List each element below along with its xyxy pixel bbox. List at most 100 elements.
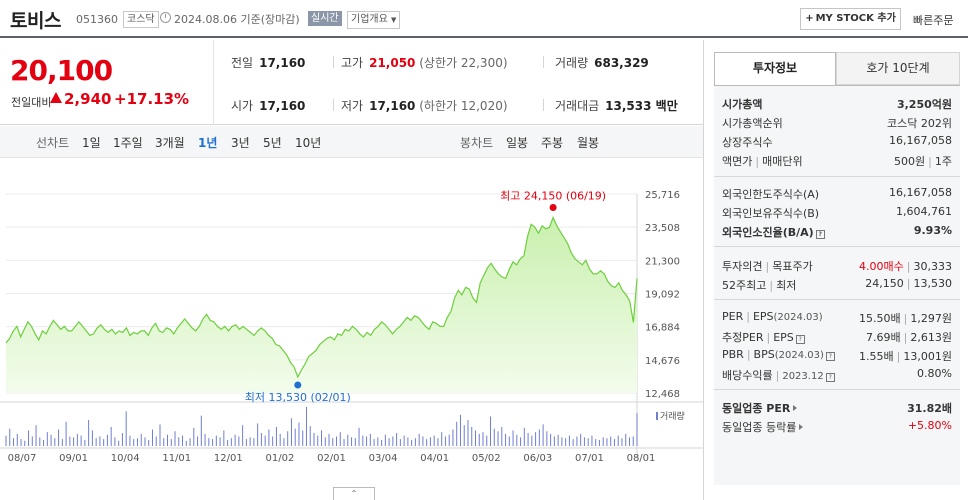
period-1y[interactable]: 1년 (198, 136, 218, 150)
chevron-right-icon (793, 405, 798, 411)
period-1d[interactable]: 1일 (82, 136, 101, 150)
pbr-label: PBR (722, 348, 744, 361)
high-value: 21,050 (369, 56, 416, 70)
change-amount: 2,940 (64, 90, 112, 108)
low-annotation: 최저 13,530 (02/01) (245, 391, 351, 404)
info-icon[interactable]: ? (795, 335, 805, 344)
rank-label: 시가총액순위 (722, 117, 783, 130)
corp-info-label: 기업개요 (351, 14, 388, 25)
period-10y[interactable]: 10년 (295, 136, 322, 150)
tab-order-book[interactable]: 호가 10단계 (836, 52, 960, 85)
period-3y[interactable]: 3년 (231, 136, 250, 150)
info-icon[interactable]: ? (815, 230, 825, 239)
per-eps-label: PER | EPS(2024.03) (722, 310, 823, 323)
x-tick-label: 05/02 (472, 453, 501, 464)
industry-change-row[interactable]: 동일업종 등락률 +5.80% (722, 419, 952, 435)
pbr-bps-label: PBR | BPS(2024.03)? (722, 348, 835, 361)
tab-investment-info[interactable]: 투자정보 (714, 52, 836, 85)
week52-value: 24,150 | 13,530 (865, 277, 952, 290)
x-tick-label: 10/04 (111, 453, 140, 464)
base-date: 2024.08.06 기준(장마감) (174, 13, 300, 26)
est-per-label-text: 추정PER (722, 331, 764, 344)
divider (714, 299, 960, 300)
pbr-bps-row: PBR | BPS(2024.03)? 1.55배 | 13,001원 (722, 348, 952, 364)
prev-close: 전일 17,160 (231, 54, 305, 71)
low-price: 저가 17,160 (하한가 12,020) (341, 97, 508, 114)
week52-label: 52주최고 | 최저 (722, 279, 797, 292)
y-tick-label: 16,884 (645, 323, 680, 334)
eps-value: 1,297원 (910, 312, 952, 325)
collapse-chart-button[interactable]: ⌃ (333, 487, 375, 500)
y-tick-label: 23,508 (645, 223, 680, 234)
change-percent: +17.13% (114, 90, 190, 108)
x-tick-label: 09/01 (59, 453, 88, 464)
industry-change-value: +5.80% (907, 419, 952, 432)
week52-high-value: 24,150 (865, 277, 904, 290)
candle-weekly[interactable]: 주봉 (541, 136, 564, 150)
foreign-hold-value: 1,604,761 (896, 205, 952, 218)
market-cap-value: 3,250억원 (896, 98, 952, 111)
info-icon[interactable]: ? (825, 373, 835, 382)
foreign-hold-label: 외국인보유주식수(B) (722, 207, 820, 220)
par-value-text: 500원 (894, 155, 926, 168)
divider (333, 56, 334, 68)
trade-unit-value: 1주 (934, 155, 952, 168)
quick-order-button[interactable]: 빠른주문 (913, 14, 954, 27)
x-tick-label: 03/04 (369, 453, 398, 464)
chevron-up-icon: ⌃ (350, 489, 358, 498)
foreign-ratio-value: 9.93% (913, 224, 952, 237)
divider (543, 99, 544, 111)
low-marker (294, 381, 302, 389)
divider (714, 246, 960, 247)
shares-value: 16,167,058 (889, 134, 952, 147)
corp-info-dropdown[interactable]: 기업개요 ▼ (347, 11, 401, 29)
target-price-label: 목표주가 (772, 260, 813, 273)
per-eps-value: 15.50배 | 1,297원 (859, 312, 952, 325)
opinion-label: 투자의견 | 목표주가 (722, 260, 813, 273)
opinion-value: 4.00매수 | 30,333 (859, 260, 952, 273)
add-mystock-button[interactable]: + MY STOCK 추가 (800, 8, 901, 30)
est-per-label: 추정PER | EPS? (722, 329, 805, 345)
high-annotation: 최고 24,150 (06/19) (500, 190, 606, 203)
price-chart-svg: 25,716 23,508 21,300 19,092 16,884 14,676 12,4… (0, 190, 703, 464)
x-tick-label: 06/03 (523, 453, 552, 464)
info-icon[interactable]: ? (825, 352, 835, 361)
est-per-value: 7.69배 | 2,613원 (866, 331, 952, 344)
industry-per-row[interactable]: 동일업종 PER 31.82배 (722, 400, 952, 416)
price-summary: 20,100 전일대비 2,940 +17.13% 전일 17,160 고가 21,… (0, 40, 703, 125)
eps-label: EPS (752, 310, 774, 323)
shares-label: 상장주식수 (722, 136, 773, 149)
high-price: 고가 21,050 (상한가 22,300) (341, 54, 508, 71)
pbr-bps-value: 1.55배 | 13,001원 (859, 350, 952, 363)
opinion-row: 투자의견 | 목표주가 4.00매수 | 30,333 (722, 258, 952, 274)
info-tabs: 투자정보 호가 10단계 (714, 52, 960, 85)
x-tick-label: 02/01 (317, 453, 346, 464)
x-tick-label: 11/01 (162, 453, 191, 464)
up-triangle-icon (50, 92, 62, 103)
chevron-down-icon: ▼ (391, 16, 397, 24)
x-tick-label: 08/01 (627, 453, 656, 464)
foreign-limit-value: 16,167,058 (889, 186, 952, 199)
line-chart-label: 선차트 (36, 136, 70, 150)
industry-per-value: 31.82배 (907, 402, 952, 415)
dividend-value: 0.80% (917, 367, 952, 380)
listed-shares-row: 상장주식수 16,167,058 (722, 134, 952, 150)
period-3m[interactable]: 3개월 (155, 136, 185, 150)
lower-limit: (하한가 12,020) (419, 99, 508, 113)
week52-high-label: 52주최고 (722, 279, 767, 292)
per-label: PER (722, 310, 744, 323)
stock-header: 토비스 051360 코스닥 2024.08.06 기준(장마감) 실시간 기업… (0, 0, 968, 38)
period-1w[interactable]: 1주일 (113, 136, 143, 150)
est-per-value-text: 7.69배 (866, 331, 901, 344)
candle-monthly[interactable]: 월봉 (577, 136, 600, 150)
dividend-label: 배당수익률 | 2023.12? (722, 367, 835, 383)
par-label-text: 액면가 (722, 155, 753, 168)
price-chart[interactable]: 25,716 23,508 21,300 19,092 16,884 14,676 12,4… (0, 159, 703, 500)
eps-period: (2024.03) (773, 312, 823, 323)
period-5y[interactable]: 5년 (263, 136, 282, 150)
y-tick-label: 14,676 (645, 356, 680, 367)
clock-icon (160, 12, 171, 23)
realtime-button[interactable]: 실시간 (308, 11, 342, 26)
est-per-row: 추정PER | EPS? 7.69배 | 2,613원 (722, 329, 952, 345)
candle-daily[interactable]: 일봉 (506, 136, 529, 150)
